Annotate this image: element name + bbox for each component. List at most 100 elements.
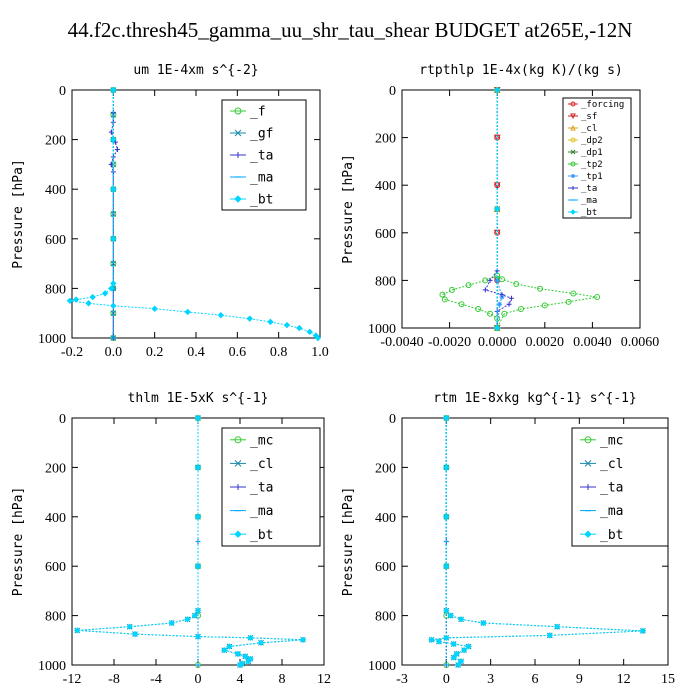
y-tick-label: 800 — [375, 274, 396, 289]
y-tick-label: 800 — [375, 610, 396, 625]
y-tick-label: 400 — [375, 179, 396, 194]
legend-marker — [235, 152, 241, 158]
data-point — [546, 632, 553, 639]
data-point — [450, 654, 457, 661]
data-point — [570, 290, 577, 297]
data-point — [66, 297, 74, 305]
y-tick-label: 1000 — [38, 659, 66, 674]
legend-label: _ma — [581, 196, 597, 206]
series-line-tp2 — [441, 275, 598, 329]
legend-label: _ma — [250, 504, 273, 519]
data-point — [443, 414, 450, 422]
y-tick-label: 400 — [45, 511, 66, 526]
x-tick-label: 0.8 — [270, 345, 288, 360]
data-point — [257, 639, 265, 646]
data-point — [110, 185, 117, 193]
y-tick-label: 1000 — [368, 659, 396, 674]
legend-marker — [584, 436, 592, 444]
legend-label: _cl — [581, 124, 597, 134]
x-tick-label: 3 — [487, 672, 494, 687]
x-tick-label: 0.0060 — [621, 335, 660, 350]
legend-marker — [584, 530, 592, 538]
legend-label: _bt — [250, 528, 273, 543]
legend-marker — [234, 530, 242, 538]
x-tick-label: -12 — [63, 672, 82, 687]
x-tick-label: -8 — [108, 672, 120, 687]
legend-marker — [584, 460, 592, 467]
legend-label: _ta — [250, 481, 273, 496]
legend-label: _f — [250, 105, 266, 120]
data-point — [465, 282, 472, 289]
data-point — [537, 285, 544, 292]
legend-label: _mc — [600, 433, 623, 448]
y-axis-label: Pressure [hPa] — [11, 159, 26, 269]
x-tick-label: 12 — [617, 672, 631, 687]
data-point — [443, 634, 450, 642]
series-line-bt — [69, 90, 319, 339]
series-line-bt — [431, 418, 643, 666]
data-point — [168, 619, 175, 627]
legend-label: _bt — [600, 528, 623, 543]
data-point — [465, 643, 472, 650]
legend-marker — [571, 186, 575, 190]
data-point — [443, 607, 450, 614]
data-point — [110, 136, 117, 143]
data-point — [513, 280, 520, 287]
data-point — [457, 616, 465, 623]
data-point — [314, 334, 322, 342]
data-point — [72, 296, 80, 303]
data-point — [553, 623, 561, 630]
data-point — [447, 612, 454, 619]
y-axis-label: Pressure [hPa] — [341, 487, 356, 597]
data-point — [450, 640, 457, 648]
legend-box — [562, 97, 632, 219]
panel-title: rtm 1E-8xkg kg^{-1} s^{-1} — [433, 391, 637, 406]
data-point — [475, 305, 482, 312]
x-tick-label: 0.0020 — [526, 335, 565, 350]
data-point — [85, 300, 92, 307]
y-tick-label: 600 — [45, 560, 66, 575]
x-tick-label: 6 — [532, 672, 539, 687]
data-point — [639, 627, 647, 635]
data-point — [518, 305, 524, 312]
data-point — [217, 311, 225, 319]
chart-panel-2: rtpthlp 1E-4x(kg K)/(kg s) Pressure [hPa]… — [341, 63, 659, 350]
legend-label: _dp1 — [581, 148, 603, 158]
panel-title: um 1E-4xm s^{-2} — [133, 63, 258, 78]
x-tick-label: 9 — [576, 672, 583, 687]
data-point — [493, 86, 501, 94]
x-tick-label: 0 — [195, 672, 202, 687]
x-tick-label: 0.4 — [187, 345, 205, 360]
data-point — [184, 616, 191, 623]
data-point — [454, 661, 462, 669]
data-point — [110, 86, 117, 94]
legend-label: _ta — [581, 184, 597, 194]
data-point — [89, 293, 96, 301]
legend-marker — [570, 149, 576, 155]
legend-marker — [234, 195, 242, 203]
x-tick-label: 0.2 — [146, 345, 164, 360]
data-point — [443, 513, 450, 521]
data-point — [493, 324, 501, 332]
data-point — [493, 205, 501, 213]
x-tick-label: -0.2 — [61, 345, 83, 360]
data-point — [245, 658, 252, 665]
data-point — [110, 280, 117, 287]
data-point — [487, 310, 494, 317]
chart-panel-4: rtm 1E-8xkg kg^{-1} s^{-1} Pressure [hPa]… — [341, 391, 675, 687]
data-point — [226, 643, 233, 650]
data-point — [194, 513, 202, 521]
data-point — [487, 277, 493, 283]
x-tick-label: 1.0 — [311, 345, 329, 360]
data-point — [499, 292, 505, 298]
data-point — [131, 630, 139, 638]
data-point — [191, 612, 199, 619]
legend-label: _sf — [581, 112, 597, 122]
legend-label: _tp2 — [581, 160, 603, 170]
x-tick-label: 12 — [317, 672, 331, 687]
y-tick-label: 200 — [45, 134, 66, 149]
data-point — [110, 235, 117, 243]
x-tick-label: -4 — [150, 672, 162, 687]
x-tick-label: 15 — [661, 672, 675, 687]
data-point — [110, 302, 117, 309]
